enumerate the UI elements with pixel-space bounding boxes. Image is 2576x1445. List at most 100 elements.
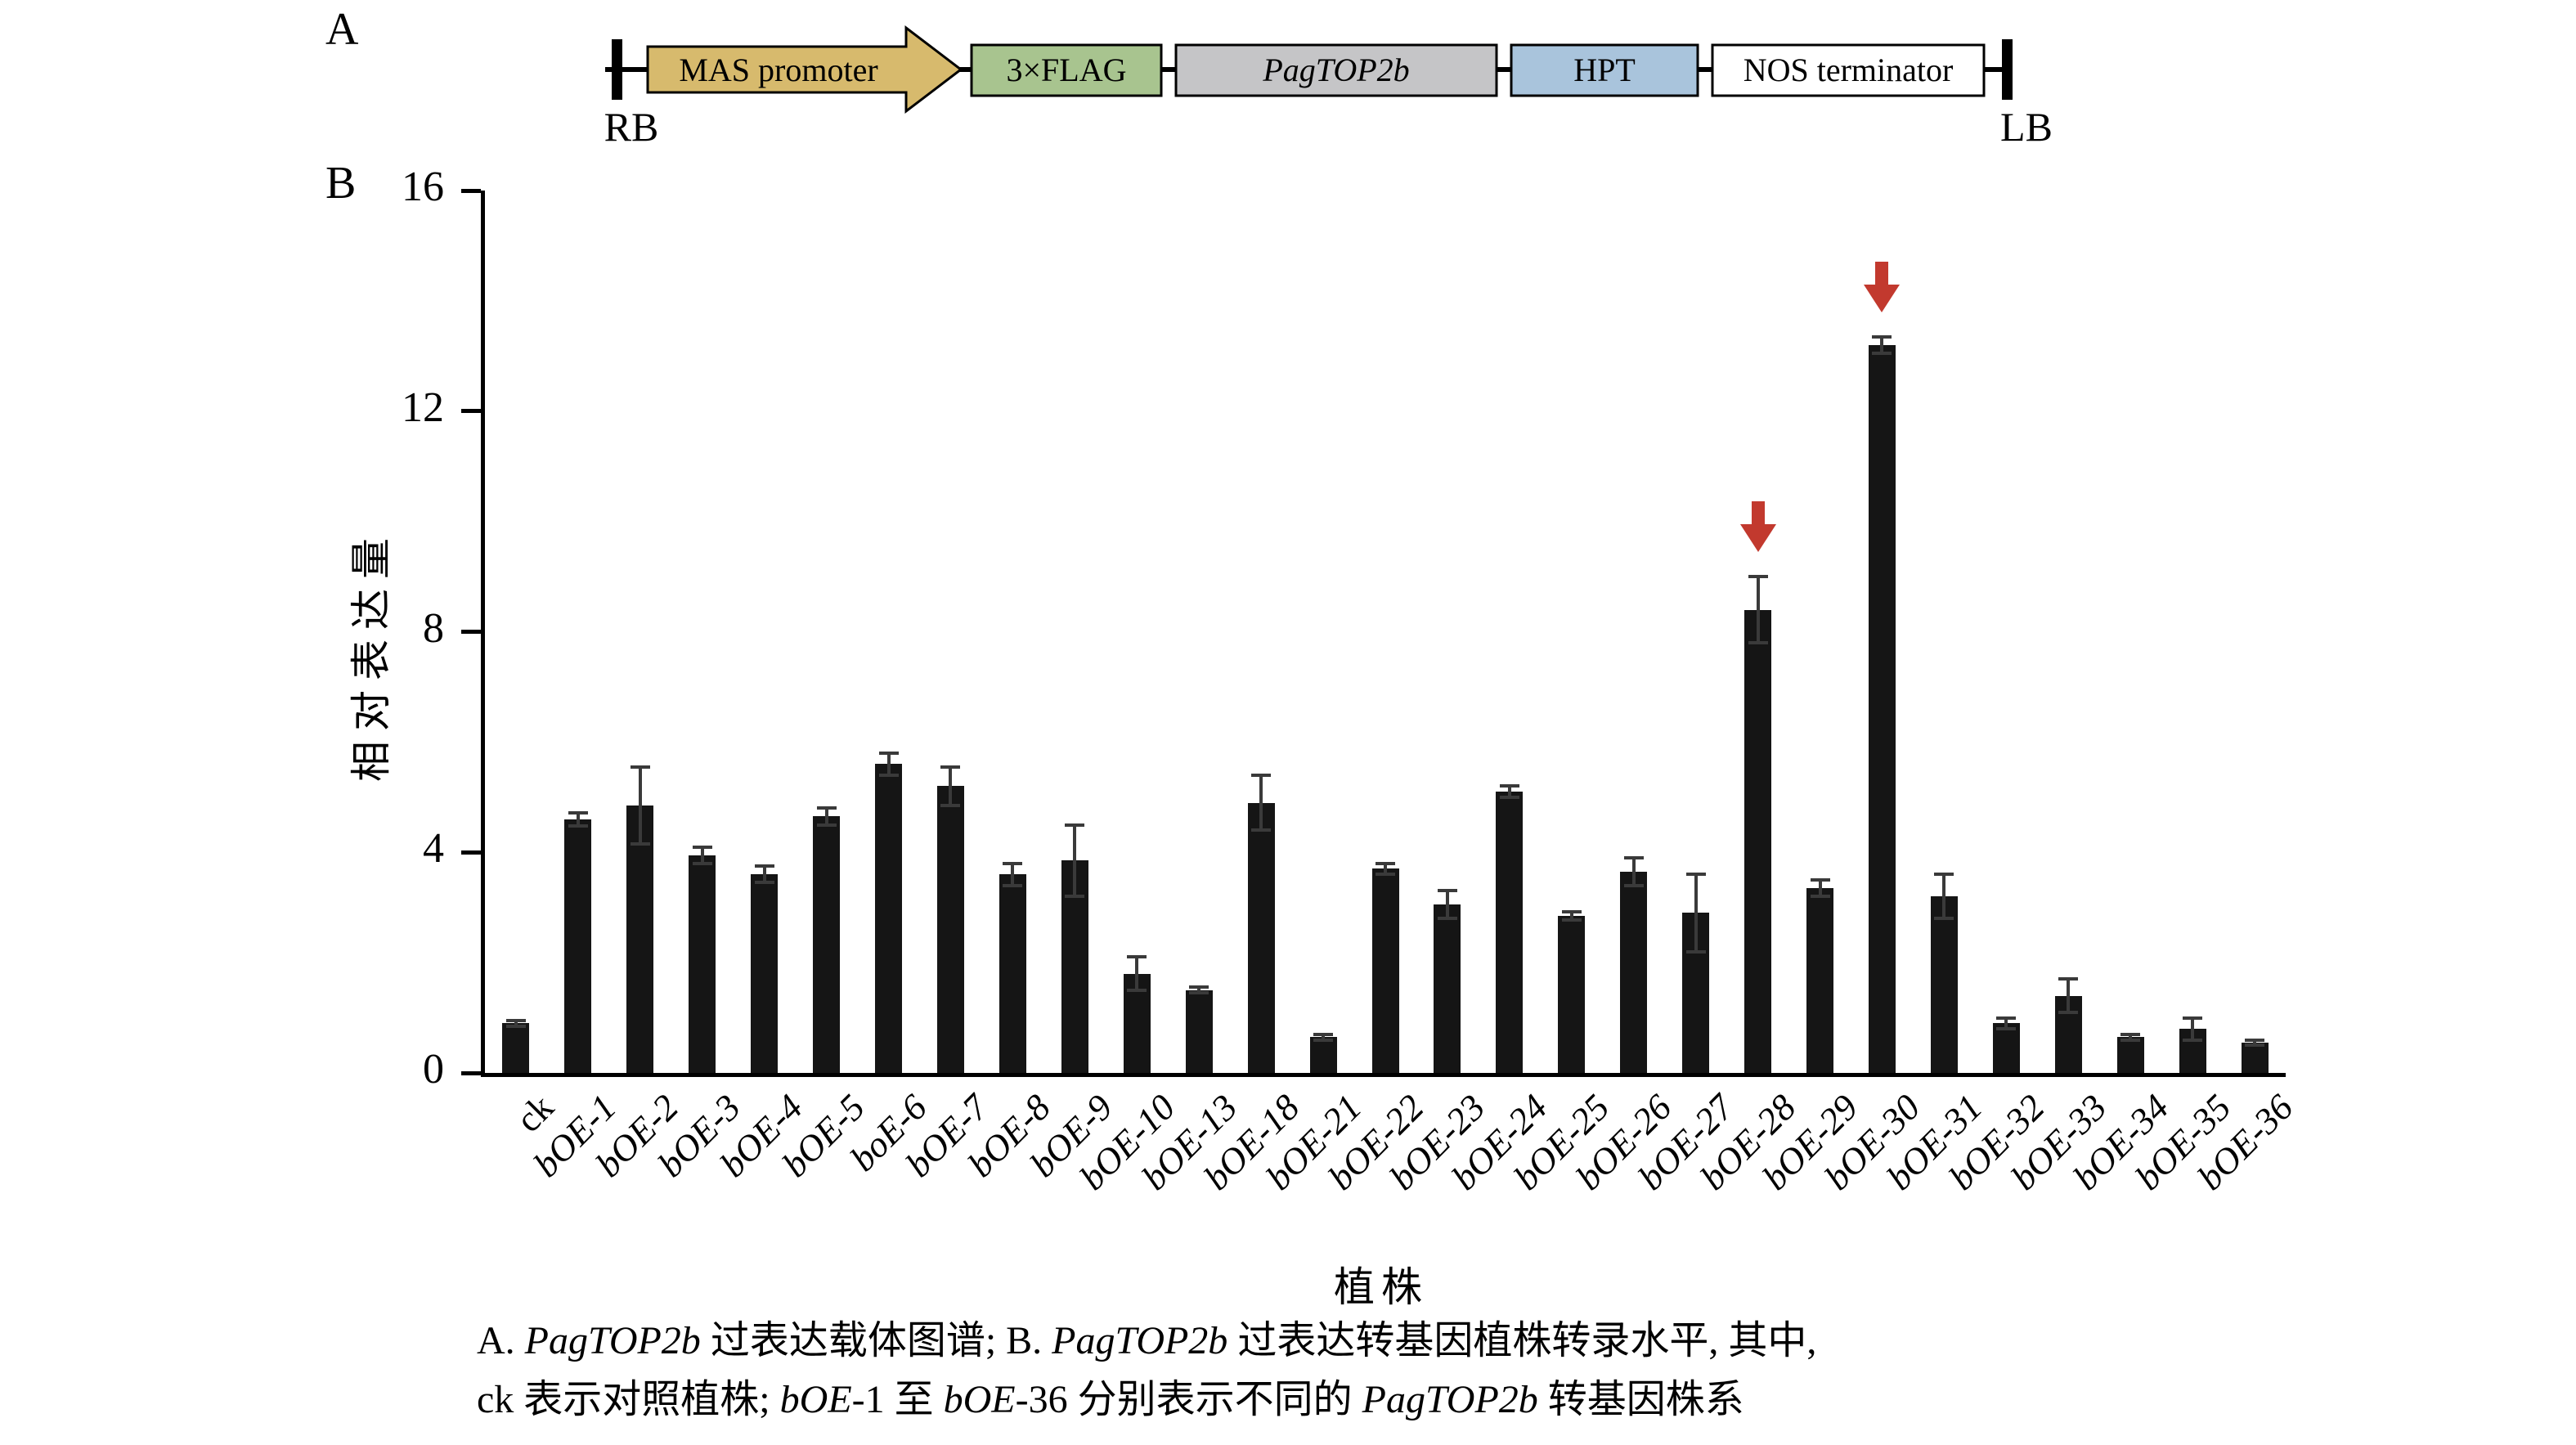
error-bar-line (1880, 336, 1884, 353)
y-tick-mark (461, 850, 481, 855)
error-bar-cap (754, 864, 774, 868)
bar-bOE-1 (564, 819, 592, 1073)
error-bar-cap (2245, 1043, 2265, 1048)
caption-segment: ck 表示对照植株; (477, 1378, 780, 1421)
caption-segment: PagTOP2b (1052, 1319, 1228, 1362)
error-bar-line (2004, 1017, 2008, 1030)
y-axis-title: 相对表达量 (348, 528, 394, 782)
bar-bOE-29 (1806, 888, 1834, 1073)
bar-bOE-32 (1992, 1023, 2020, 1073)
error-bar-cap (505, 1024, 526, 1028)
error-bar-cap (878, 751, 899, 755)
caption-line-1: A. PagTOP2b 过表达载体图谱; B. PagTOP2b 过表达转基因植… (477, 1312, 1816, 1371)
panel-a-label: A (325, 4, 359, 55)
error-bar-cap (1623, 883, 1644, 887)
error-bar-cap (754, 881, 774, 885)
error-bar-cap (1127, 988, 1147, 992)
error-bar-cap (1251, 773, 1272, 777)
bar-bOE-3 (689, 855, 716, 1073)
error-bar-line (1507, 786, 1511, 797)
error-bar-line (1197, 987, 1201, 994)
error-bar-cap (692, 845, 712, 849)
error-bar-cap (1065, 895, 1085, 899)
bar-bOE-18 (1247, 802, 1275, 1073)
caption-segment: bOE (779, 1378, 852, 1421)
bar-bOE-21 (1309, 1037, 1337, 1073)
bar-bOE-2 (626, 805, 654, 1073)
error-bar-cap (816, 806, 837, 810)
highlight-arrow-icon (1862, 260, 1901, 314)
error-bar-cap (1376, 873, 1395, 877)
error-bar-cap (1127, 955, 1147, 959)
error-bar-cap (1685, 949, 1706, 954)
error-bar-cap (878, 773, 899, 777)
error-bar-cap (1437, 917, 1457, 921)
error-bar-line (1073, 824, 1077, 897)
error-bar-cap (1996, 1016, 2017, 1020)
mas-promoter-label: MAS promoter (679, 52, 877, 88)
caption-segment: 转基因株系 (1537, 1378, 1744, 1421)
error-bar-line (1322, 1034, 1326, 1040)
caption-segment: A. (477, 1319, 525, 1362)
bar-bOE-26 (1620, 871, 1648, 1073)
caption-segment: -1 至 (851, 1378, 944, 1421)
error-bar-cap (1934, 917, 1954, 921)
pagtop2b-label: PagTOP2b (1262, 52, 1409, 88)
error-bar-cap (1003, 883, 1023, 887)
error-bar-cap (1685, 873, 1706, 877)
caption-segment: bOE (943, 1378, 1016, 1421)
caption-line-2: ck 表示对照植株; bOE-1 至 bOE-36 分别表示不同的 PagTOP… (477, 1371, 1816, 1429)
figure-caption: A. PagTOP2b 过表达载体图谱; B. PagTOP2b 过表达转基因植… (477, 1312, 1816, 1429)
error-bar-cap (1748, 575, 1768, 579)
hpt-label: HPT (1573, 52, 1636, 88)
error-bar-line (1942, 874, 1946, 919)
bar-bOE-4 (751, 874, 779, 1073)
error-bar-cap (1810, 877, 1830, 882)
error-bar-line (949, 766, 953, 806)
caption-segment: 过表达转基因植株转录水平, 其中, (1227, 1319, 1817, 1362)
y-tick-mark (461, 188, 481, 193)
construct-diagram: MAS promoter 3×FLAG PagTOP2b HPT NOS ter… (604, 25, 2053, 150)
error-bar-line (2067, 979, 2071, 1012)
error-bar-line (514, 1020, 518, 1026)
bar-bOE-23 (1434, 904, 1461, 1073)
error-bar-cap (1376, 861, 1395, 865)
error-bar-line (2129, 1034, 2133, 1040)
error-bar-cap (1189, 991, 1209, 995)
error-bar-cap (2058, 1010, 2079, 1014)
y-tick-label: 16 (402, 164, 444, 210)
bar-bOE-22 (1371, 868, 1399, 1073)
error-bar-cap (1313, 1038, 1334, 1042)
y-tick-label: 0 (423, 1046, 444, 1093)
bar-boE-6 (875, 764, 903, 1073)
lb-label: LB (2000, 104, 2053, 150)
error-bar-cap (568, 810, 588, 814)
plot-area: 0 4 8 12 16 ck bOE-1 bOE-2 bOE-3 bOE-4 bOE-5 boE-6 b… (402, 164, 2300, 1198)
error-bar-cap (568, 823, 588, 828)
error-bar-line (1011, 863, 1015, 886)
error-bar-line (2253, 1039, 2257, 1046)
error-bar-cap (1065, 823, 1085, 827)
error-bar-cap (940, 803, 961, 807)
error-bar-cap (1748, 640, 1768, 644)
error-bar-line (1756, 577, 1760, 643)
bar-bOE-5 (813, 816, 841, 1073)
error-bar-cap (505, 1018, 526, 1022)
error-bar-cap (1996, 1027, 2017, 1031)
caption-segment: PagTOP2b (524, 1319, 701, 1362)
error-bar-line (824, 808, 828, 825)
y-tick-label: 8 (423, 604, 444, 652)
bar-bOE-36 (2241, 1042, 2269, 1073)
bar-bOE-34 (2116, 1037, 2144, 1073)
error-bar-line (638, 766, 642, 845)
pagtop2b-box (1174, 43, 1498, 97)
error-bar-line (1135, 957, 1139, 990)
rb-border-tick (612, 39, 622, 100)
flag-label: 3×FLAG (1006, 52, 1126, 88)
y-tick-label: 4 (423, 825, 444, 873)
error-bar-cap (1872, 351, 1892, 355)
error-bar-line (2191, 1017, 2195, 1040)
error-bar-line (1384, 863, 1387, 875)
nos-terminator-label: NOS terminator (1744, 52, 1954, 88)
error-bar-cap (1810, 895, 1830, 899)
